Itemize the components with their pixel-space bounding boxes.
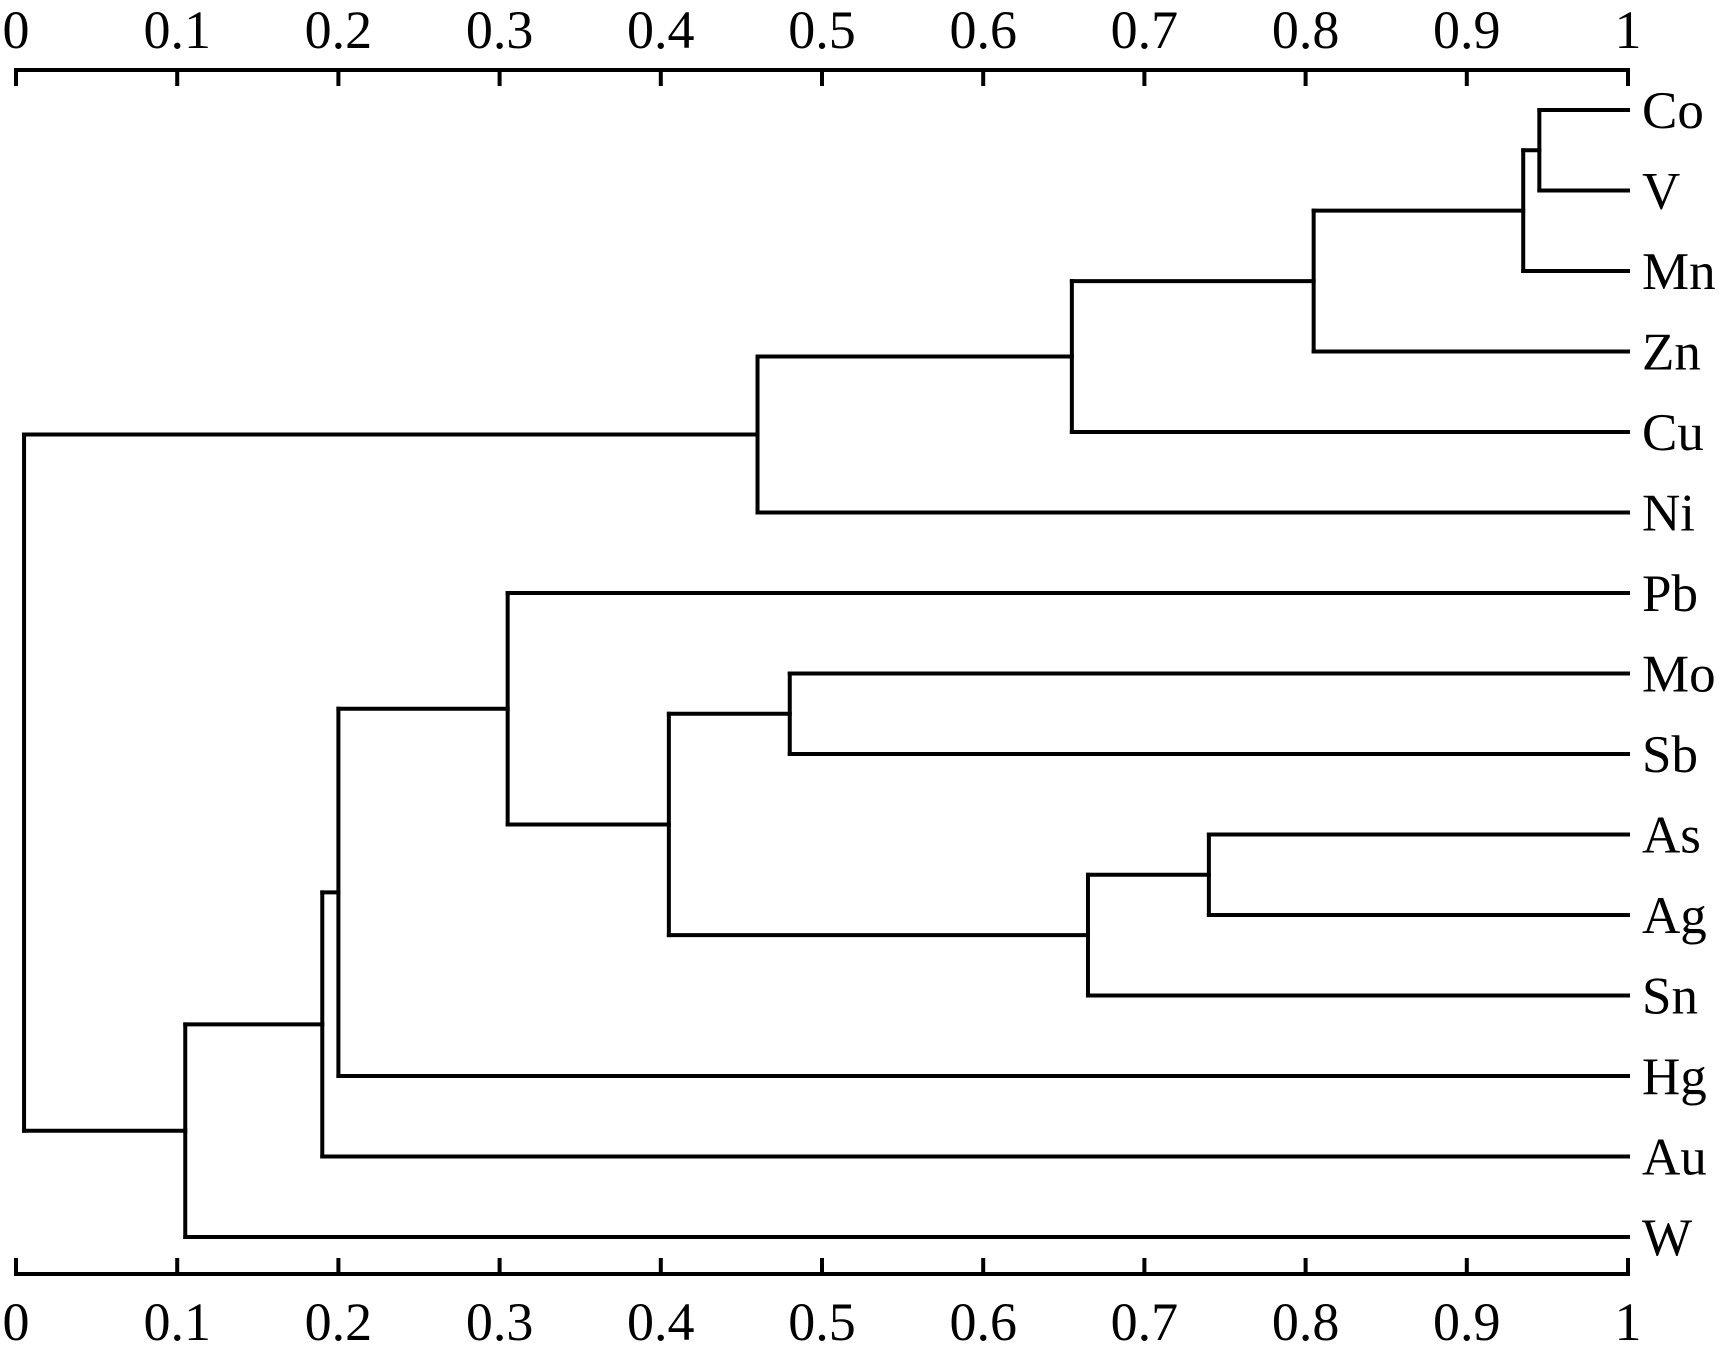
leaf-label-v: V [1642, 163, 1680, 221]
bottom-axis-tick-label: 0.8 [1272, 1292, 1340, 1352]
top-axis-tick-label: 0.8 [1272, 0, 1340, 60]
leaf-label-hg: Hg [1642, 1048, 1707, 1106]
top-axis-tick-label: 0.3 [466, 0, 534, 60]
bottom-axis-tick-label: 0.4 [627, 1292, 695, 1352]
top-axis-tick-label: 0.2 [305, 0, 373, 60]
bottom-axis-tick-label: 0.3 [466, 1292, 534, 1352]
bottom-axis-tick-label: 0.6 [949, 1292, 1017, 1352]
top-axis-tick-label: 0.7 [1111, 0, 1179, 60]
top-axis-tick-label: 0.9 [1433, 0, 1501, 60]
leaf-label-mo: Mo [1642, 646, 1716, 704]
leaf-label-ni: Ni [1642, 485, 1695, 543]
leaf-label-sn: Sn [1642, 968, 1698, 1026]
bottom-axis-tick-label: 0 [3, 1292, 30, 1352]
leaf-label-co: Co [1642, 82, 1704, 140]
leaf-label-au: Au [1642, 1129, 1707, 1187]
leaf-label-zn: Zn [1642, 324, 1701, 382]
leaf-label-as: As [1642, 807, 1701, 865]
top-axis-tick-label: 0 [3, 0, 30, 60]
top-axis-tick-label: 1 [1615, 0, 1642, 60]
leaf-label-sb: Sb [1642, 726, 1698, 784]
bottom-axis-tick-label: 0.7 [1111, 1292, 1179, 1352]
leaf-label-cu: Cu [1642, 404, 1704, 462]
bottom-axis-tick-label: 0.9 [1433, 1292, 1501, 1352]
top-axis-tick-label: 0.6 [949, 0, 1017, 60]
bottom-axis-tick-label: 0.2 [305, 1292, 373, 1352]
bottom-axis-tick-label: 0.1 [143, 1292, 211, 1352]
top-axis-tick-label: 0.4 [627, 0, 695, 60]
leaf-label-ag: Ag [1642, 887, 1707, 945]
top-axis-tick-label: 0.1 [143, 0, 211, 60]
leaf-label-mn: Mn [1642, 243, 1716, 301]
leaf-label-w: W [1642, 1209, 1692, 1267]
top-axis-tick-label: 0.5 [788, 0, 856, 60]
bottom-axis-tick-label: 0.5 [788, 1292, 856, 1352]
bottom-axis-tick-label: 1 [1615, 1292, 1642, 1352]
leaf-label-pb: Pb [1642, 565, 1698, 623]
